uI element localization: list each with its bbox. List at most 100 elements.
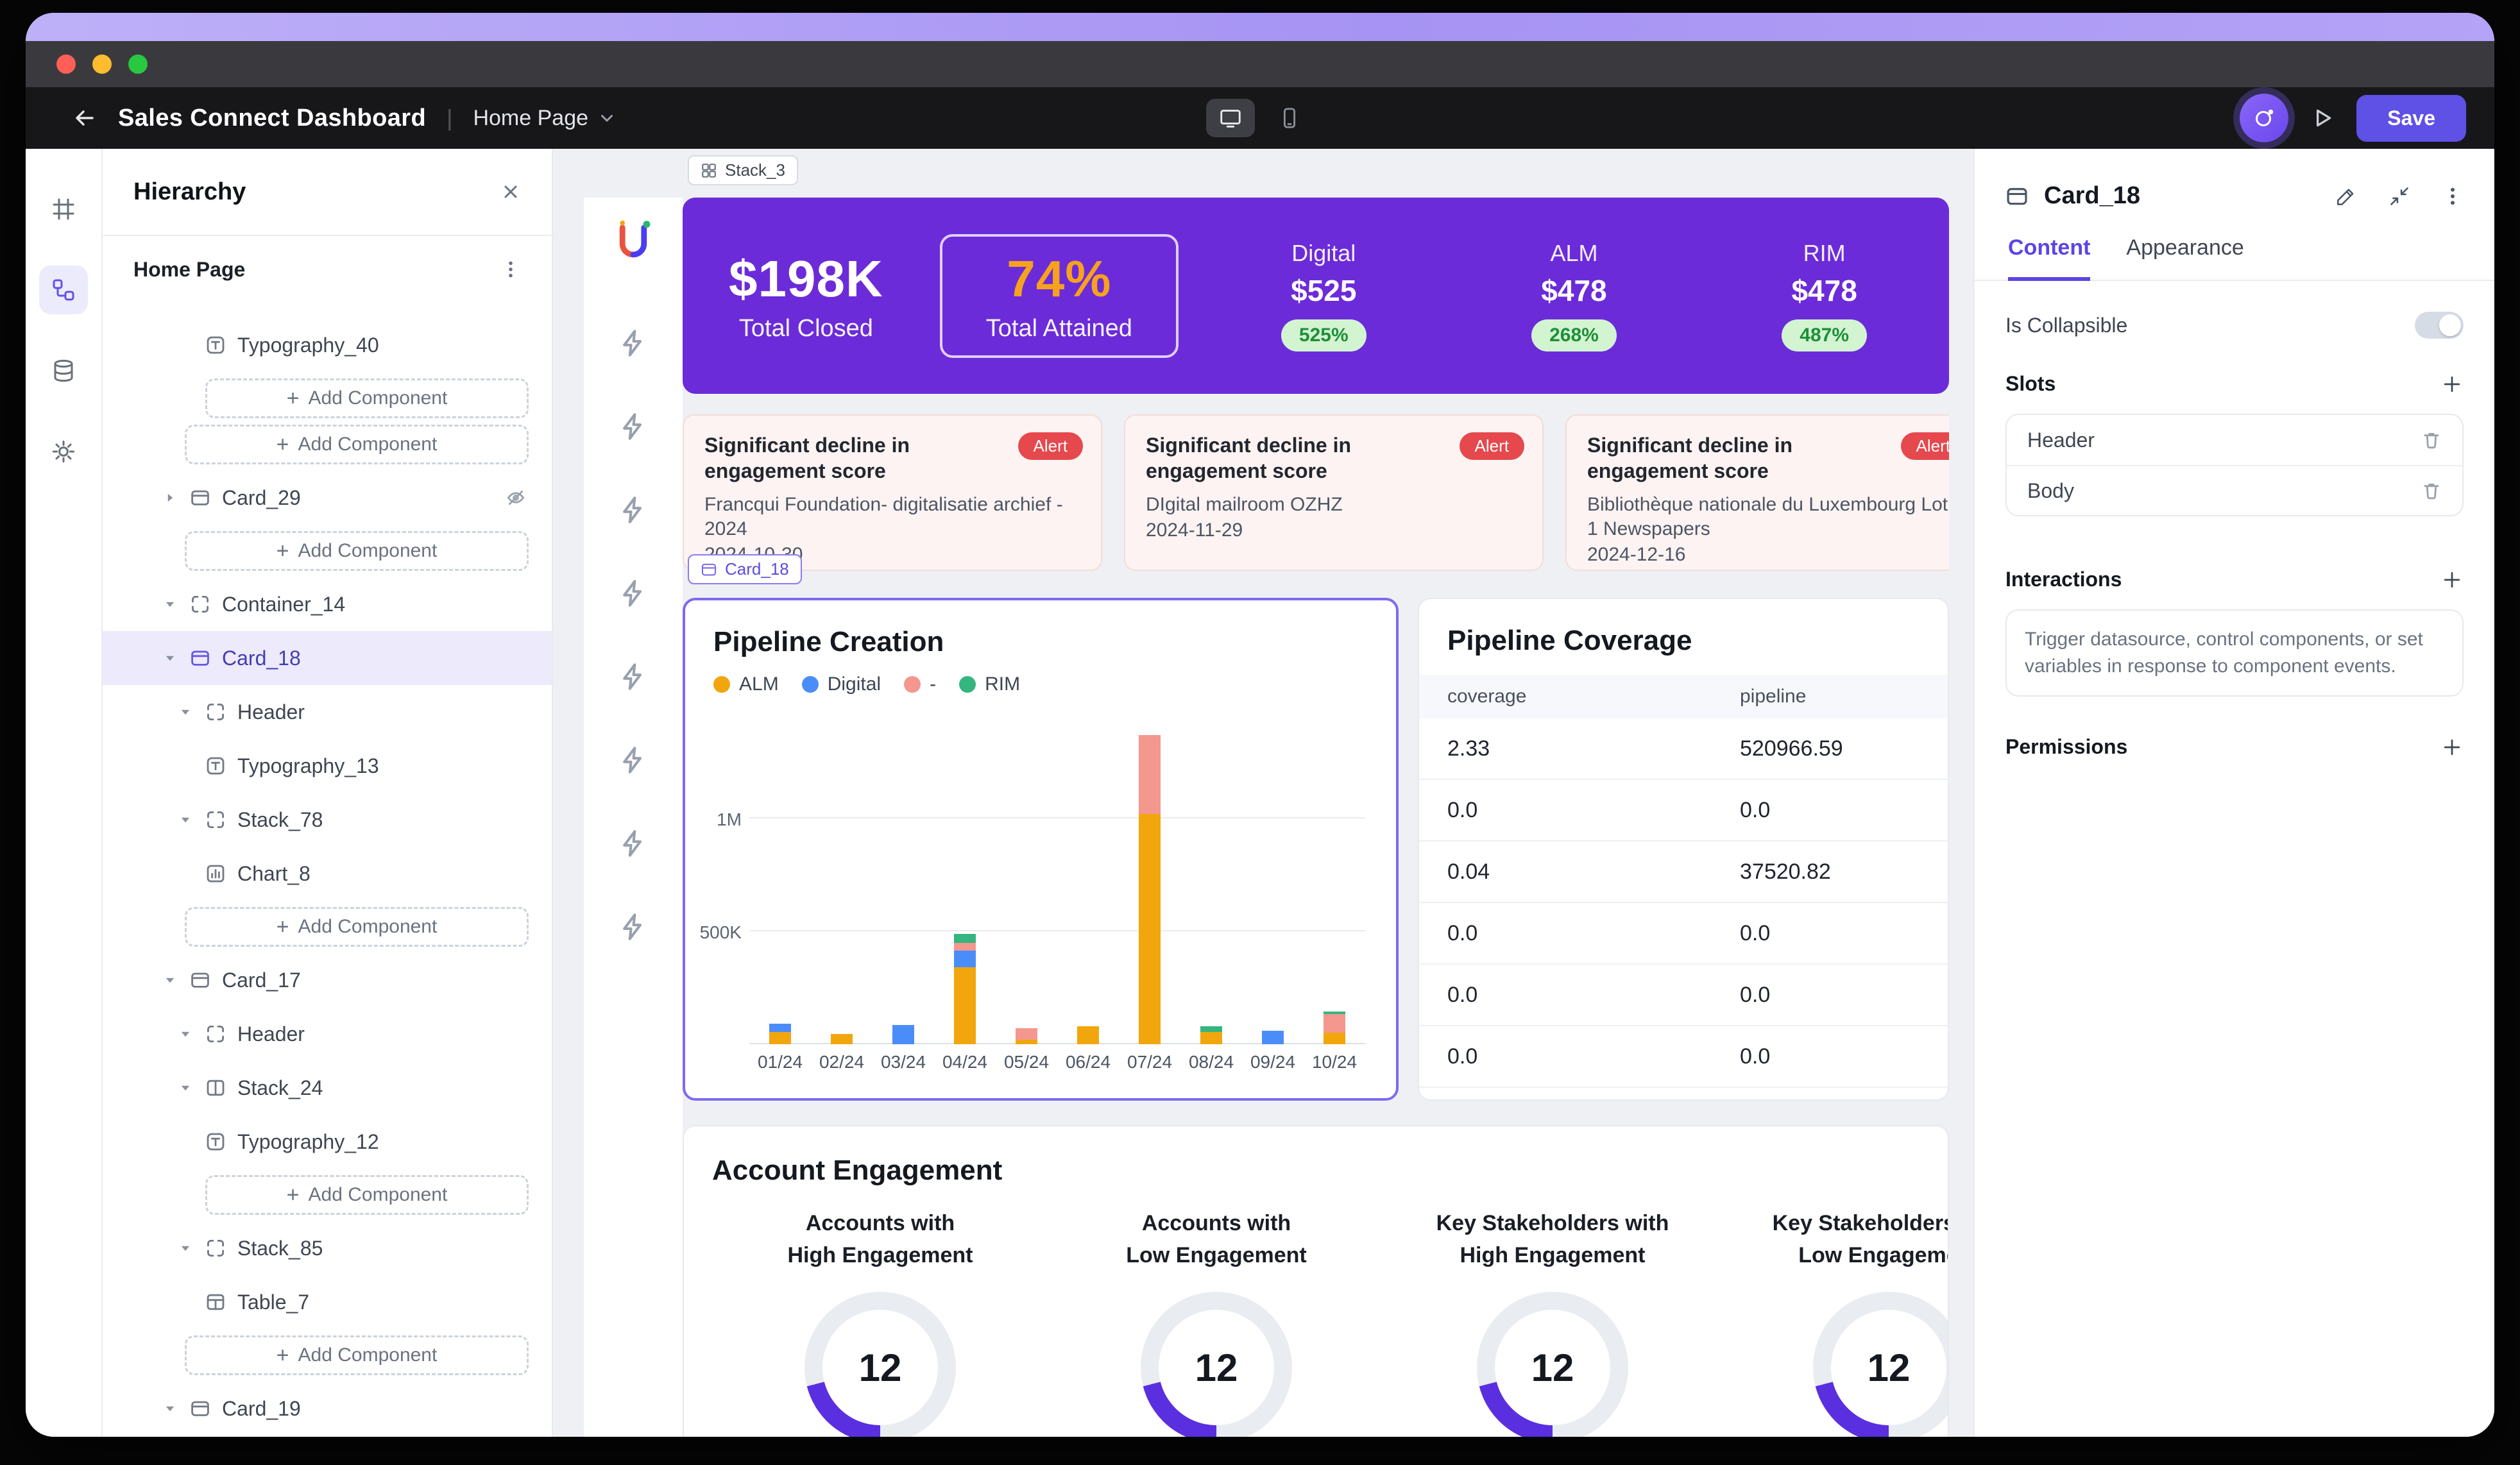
preview-nav-item[interactable] (618, 328, 648, 363)
add-component-button[interactable]: + Add Component (185, 1335, 529, 1375)
preview-nav-item[interactable] (618, 662, 648, 697)
tree-item-typography_40[interactable]: Typography_40 (103, 318, 552, 372)
bar-07-24[interactable] (1119, 721, 1180, 1044)
add-component-button[interactable]: + Add Component (185, 425, 529, 464)
preview-nav-item[interactable] (618, 579, 648, 613)
kpi-banner[interactable]: $198K Total Closed 74% Total Attained Di… (683, 198, 1949, 394)
hierarchy-root-item[interactable]: Home Page (103, 236, 552, 303)
bar-09-24[interactable] (1242, 721, 1304, 1044)
alert-card[interactable]: Significant decline in engagement score A… (1565, 414, 1949, 571)
permissions-section-header: Permissions (2005, 735, 2464, 759)
is-collapsible-label: Is Collapsible (2005, 313, 2128, 337)
mobile-preview-button[interactable] (1265, 99, 1314, 137)
preview-nav-item[interactable] (618, 745, 648, 780)
tree-item-header[interactable]: Header (103, 1007, 552, 1061)
add-component-button[interactable]: + Add Component (205, 378, 529, 418)
desktop-preview-button[interactable] (1206, 99, 1255, 137)
tree-item-container_14[interactable]: Container_14 (103, 577, 552, 631)
tab-content[interactable]: Content (2008, 235, 2091, 281)
back-icon[interactable] (72, 105, 98, 131)
table-row[interactable]: 0.0 0.0 (1419, 903, 1948, 965)
bar-04-24[interactable] (934, 721, 996, 1044)
preview-nav-item[interactable] (618, 912, 648, 947)
banner-stat-percent-badge: 487% (1782, 319, 1867, 351)
tree-item-stack_85[interactable]: Stack_85 (103, 1221, 552, 1275)
hierarchy-panel-button[interactable] (39, 266, 88, 314)
delete-slot-button[interactable] (2421, 430, 2442, 450)
bar-segment-alm (769, 1031, 791, 1044)
toolbar-right-cluster: Save (2240, 94, 2466, 142)
bar-01-24[interactable] (749, 721, 811, 1044)
slot-name: Header (2027, 428, 2095, 452)
delete-slot-button[interactable] (2421, 480, 2442, 501)
add-slot-button[interactable] (2440, 373, 2464, 396)
frame-tool-button[interactable] (39, 185, 88, 233)
page-selector[interactable]: Home Page (473, 106, 617, 131)
table-row[interactable]: 2.33 520966.59 (1419, 718, 1948, 780)
tree-item-chart_8[interactable]: Chart_8 (103, 847, 552, 901)
account-engagement-card[interactable]: Account Engagement Accounts with High Eng… (683, 1125, 1949, 1437)
add-component-button[interactable]: + Add Component (205, 1175, 529, 1215)
add-permission-button[interactable] (2440, 736, 2464, 759)
tree-item-label: Typography_12 (237, 1130, 379, 1153)
tree-item-typography_12[interactable]: Typography_12 (103, 1115, 552, 1169)
bar-segment-- (1016, 1028, 1037, 1040)
selected-card-tag[interactable]: Card_18 (688, 554, 802, 584)
tree-item-header[interactable]: Header (103, 685, 552, 739)
add-component-button[interactable]: + Add Component (185, 907, 529, 947)
bar-10-24[interactable] (1304, 721, 1365, 1044)
container-icon (205, 702, 226, 722)
add-component-button[interactable]: + Add Component (185, 531, 529, 571)
bar-02-24[interactable] (811, 721, 873, 1044)
alert-card[interactable]: Significant decline in engagement score A… (1124, 414, 1544, 571)
preview-nav-item[interactable] (618, 829, 648, 863)
tree-item-typography_13[interactable]: Typography_13 (103, 739, 552, 793)
add-interaction-button[interactable] (2440, 568, 2464, 591)
tree-item-label: Table_7 (237, 1290, 310, 1314)
pipeline-coverage-card[interactable]: Pipeline Coverage coverage pipeline 2.33… (1418, 598, 1949, 1101)
tree-item-card_29[interactable]: Card_29 (103, 471, 552, 525)
alert-card[interactable]: Significant decline in engagement score A… (683, 414, 1102, 571)
banner-stat-rim: RIM $478 487% (1782, 240, 1867, 351)
tree-item-card_17[interactable]: Card_17 (103, 953, 552, 1007)
preview-nav-item[interactable] (618, 412, 648, 446)
preview-nav-item[interactable] (618, 495, 648, 530)
plus-icon: + (286, 1183, 300, 1207)
bar-05-24[interactable] (996, 721, 1057, 1044)
bar-03-24[interactable] (873, 721, 934, 1044)
left-icon-rail (26, 149, 103, 1437)
settings-button[interactable] (39, 427, 88, 476)
root-menu-button[interactable] (500, 259, 521, 280)
edit-component-button[interactable] (2334, 185, 2357, 208)
editor-canvas[interactable]: Stack_3 $198K Total Closed 74% Tota (553, 149, 1973, 1437)
run-preview-button[interactable] (2309, 105, 2336, 131)
bar-08-24[interactable] (1180, 721, 1242, 1044)
tree-item-stack_24[interactable]: Stack_24 (103, 1061, 552, 1115)
bar-06-24[interactable] (1057, 721, 1119, 1044)
tree-item-card_19[interactable]: Card_19 (103, 1382, 552, 1435)
save-button[interactable]: Save (2356, 94, 2466, 142)
table-row[interactable]: 0.0 0.0 (1419, 780, 1948, 842)
publish-button[interactable] (2240, 94, 2289, 142)
tree-item-stack_78[interactable]: Stack_78 (103, 793, 552, 847)
stack-component-tag[interactable]: Stack_3 (688, 155, 798, 185)
inspector-menu-button[interactable] (2442, 185, 2464, 207)
is-collapsible-row: Is Collapsible (2005, 312, 2464, 339)
table-row[interactable]: 0.0 0.0 (1419, 965, 1948, 1026)
is-collapsible-toggle[interactable] (2415, 312, 2464, 339)
bar-segment-alm (954, 967, 976, 1044)
table-row[interactable]: 0.0 0.0 (1419, 1026, 1948, 1088)
tree-item-table_7[interactable]: Table_7 (103, 1275, 552, 1329)
fullscreen-window-button[interactable] (128, 55, 148, 74)
close-panel-button[interactable] (500, 182, 521, 202)
pipeline-creation-card[interactable]: Pipeline Creation ALM Digital - RIM 500K 1M … (683, 598, 1399, 1101)
close-window-button[interactable] (56, 55, 76, 74)
table-row[interactable]: 0.04 37520.82 (1419, 842, 1948, 903)
gauge-value: 12 (1531, 1346, 1574, 1389)
minimize-window-button[interactable] (92, 55, 112, 74)
tree-item-card_18[interactable]: Card_18 (103, 631, 552, 685)
collapse-panel-button[interactable] (2388, 185, 2411, 208)
datasources-button[interactable] (39, 346, 88, 395)
gauge-donut: 12 (1477, 1292, 1628, 1437)
tab-appearance[interactable]: Appearance (2126, 235, 2244, 260)
